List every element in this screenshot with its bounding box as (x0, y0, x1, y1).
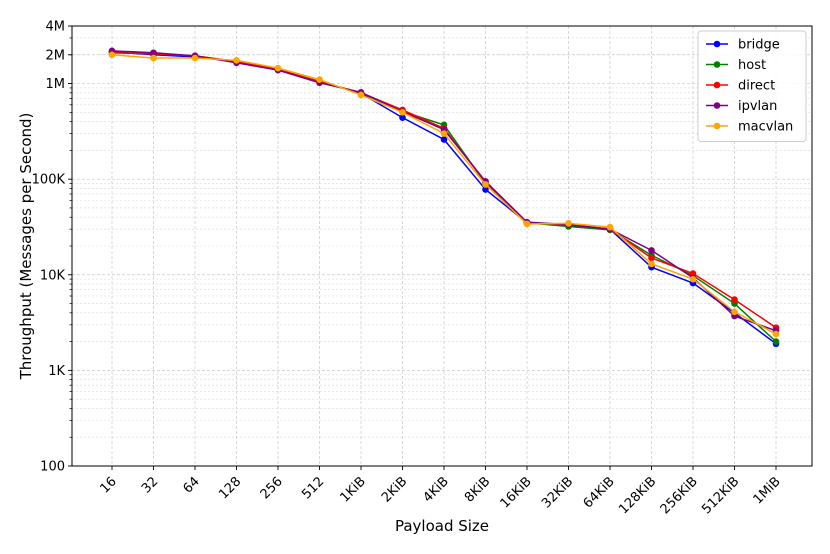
y-axis-title: Throughput (Messages per Second) (17, 113, 35, 381)
legend-marker-host (713, 61, 721, 68)
y-tick-label: 4M (46, 20, 66, 35)
data-point-macvlan (606, 223, 614, 231)
data-point-bridge (440, 136, 448, 143)
legend-label-direct: direct (738, 79, 775, 94)
data-point-macvlan (523, 220, 531, 228)
y-tick-label: 1K (48, 364, 65, 379)
y-tick-label: 1M (46, 77, 66, 92)
data-point-bridge (399, 114, 406, 121)
plot-frame (71, 25, 813, 467)
data-point-ipvlan (648, 247, 655, 254)
y-tick-label: 100 (40, 460, 65, 475)
data-point-macvlan (772, 330, 780, 338)
data-point-direct (648, 254, 655, 262)
legend: bridge host direct ipvlan macvlan (697, 30, 807, 142)
data-point-macvlan (150, 54, 157, 62)
data-point-macvlan (108, 51, 116, 59)
legend-marker-direct (713, 81, 721, 89)
data-point-macvlan (357, 91, 365, 99)
data-point-macvlan (274, 64, 282, 72)
data-point-macvlan (689, 275, 697, 283)
legend-marker-macvlan (713, 122, 721, 130)
data-point-ipvlan (150, 49, 157, 57)
data-point-host (772, 338, 780, 345)
data-point-macvlan (731, 308, 738, 316)
data-point-bridge (482, 186, 489, 193)
data-point-macvlan (316, 76, 323, 83)
data-point-macvlan (399, 109, 406, 116)
y-tick-label: 10K (40, 268, 66, 283)
legend-marker-ipvlan (713, 102, 721, 109)
y-axis-ticks: 100 1K 10K 100K 1M 2M 4M (32, 20, 72, 475)
data-point-macvlan (565, 220, 572, 227)
legend-label-bridge: bridge (738, 38, 780, 53)
legend-label-ipvlan: ipvlan (738, 99, 777, 114)
y-tick-label: 2M (46, 48, 66, 63)
series-layer (108, 47, 780, 348)
x-axis-title: Payload Size (395, 517, 489, 535)
data-point-macvlan (648, 260, 655, 268)
data-point-macvlan (482, 181, 489, 188)
y-tick-label: 100K (32, 173, 66, 188)
data-point-direct (731, 296, 738, 303)
legend-label-host: host (738, 58, 766, 73)
data-point-macvlan (233, 57, 240, 64)
legend-label-macvlan: macvlan (738, 120, 793, 135)
data-point-macvlan (440, 130, 448, 137)
legend-marker-bridge (713, 40, 721, 48)
data-point-macvlan (191, 54, 199, 62)
series-macvlan (108, 51, 780, 338)
legend-box (697, 30, 807, 142)
